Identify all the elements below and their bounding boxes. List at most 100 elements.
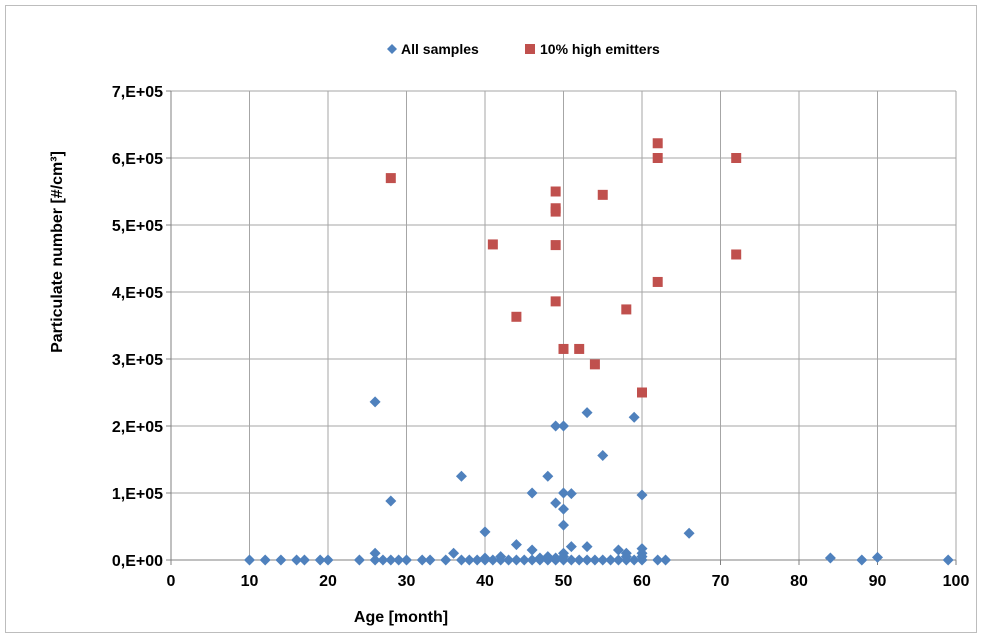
x-tick-label: 60 <box>633 573 651 590</box>
sample-point <box>558 519 569 531</box>
high-emitter-point <box>621 304 632 315</box>
sample-point <box>510 554 522 566</box>
sample-point <box>322 554 334 566</box>
high-emitter-point <box>652 138 663 149</box>
sample-point <box>542 551 554 563</box>
high-emitter-point <box>550 186 561 197</box>
sample-point <box>416 554 428 566</box>
sample-point <box>558 420 569 432</box>
x-tick-label: 100 <box>943 573 970 590</box>
sample-point <box>683 527 695 539</box>
sample-point <box>479 526 491 538</box>
sample-point <box>385 495 397 507</box>
high-emitter-point <box>487 239 498 250</box>
y-tick-label: 1,E+05 <box>112 486 163 503</box>
sample-point <box>605 554 617 566</box>
sample-point <box>526 544 538 556</box>
y-tick-label: 3,E+05 <box>112 352 163 369</box>
x-tick-label: 50 <box>555 573 573 590</box>
high-emitter-point <box>385 173 396 184</box>
legend-label-high-emitters: 10% high emitters <box>540 41 660 57</box>
sample-point <box>636 543 648 555</box>
high-emitter-point <box>550 206 561 217</box>
sample-point <box>298 554 310 566</box>
sample-point <box>369 554 381 566</box>
sample-point <box>275 554 287 566</box>
high-emitter-point <box>652 153 663 163</box>
sample-point <box>455 470 467 482</box>
high-emitter-point <box>558 343 569 354</box>
sample-point <box>385 554 397 566</box>
high-emitter-point <box>652 276 663 287</box>
sample-point <box>558 547 569 559</box>
sample-point <box>424 554 436 566</box>
sample-point <box>558 503 569 515</box>
sample-point <box>479 552 491 564</box>
sample-point <box>872 551 883 563</box>
sample-point <box>393 554 405 566</box>
legend-marker-all-samples <box>387 44 397 54</box>
sample-point <box>369 396 381 408</box>
sample-point <box>550 420 562 432</box>
scatter-chart: 0 10 20 30 40 50 60 70 80 90 100 0,E+00 1,E+05 2,E+0… <box>49 41 970 626</box>
chart-frame: 0 10 20 30 40 50 60 70 80 90 100 0,E+00 1,E+05 2,E+0… <box>5 5 977 633</box>
sample-point <box>510 539 522 551</box>
sample-point <box>612 544 624 556</box>
sample-point <box>652 554 664 566</box>
sample-point <box>856 554 868 566</box>
sample-point <box>628 411 640 423</box>
sample-point <box>581 541 593 553</box>
sample-point <box>534 552 546 564</box>
sample-point <box>565 554 577 566</box>
sample-point <box>628 554 640 566</box>
sample-point <box>612 554 624 566</box>
sample-point <box>589 554 601 566</box>
sample-point <box>581 554 593 566</box>
sample-point <box>291 554 303 566</box>
y-tick-label: 7,E+05 <box>112 84 163 101</box>
sample-point <box>471 554 483 566</box>
y-tick-label: 4,E+05 <box>112 285 163 302</box>
x-tick-labels: 0 10 20 30 40 50 60 70 80 90 100 <box>167 573 970 590</box>
sample-point <box>824 552 836 564</box>
high-emitter-point <box>731 249 742 260</box>
sample-point <box>495 551 507 563</box>
sample-point <box>542 470 554 482</box>
sample-point <box>377 554 389 566</box>
x-axis-title: Age [month] <box>354 609 448 626</box>
high-emitter-point <box>589 359 600 370</box>
high-emitter-point <box>550 240 561 251</box>
legend: All samples 10% high emitters <box>387 41 660 57</box>
sample-point <box>448 547 460 559</box>
y-axis-title: Particulate number [#/cm³] <box>49 151 66 353</box>
x-tick-label: 10 <box>241 573 259 590</box>
gridlines <box>171 90 957 560</box>
sample-point <box>636 489 648 501</box>
sample-point <box>455 554 467 566</box>
x-tick-label: 70 <box>712 573 730 590</box>
x-tick-label: 40 <box>476 573 494 590</box>
sample-point <box>526 487 538 499</box>
sample-point <box>259 554 271 566</box>
x-tick-label: 30 <box>398 573 416 590</box>
x-tick-label: 80 <box>790 573 808 590</box>
sample-point <box>597 554 609 566</box>
y-tick-label: 5,E+05 <box>112 218 163 235</box>
high-emitter-point <box>597 189 608 200</box>
x-tick-label: 90 <box>869 573 887 590</box>
sample-point <box>487 554 499 566</box>
sample-point <box>565 541 577 553</box>
sample-point <box>440 554 452 566</box>
sample-point <box>401 554 412 566</box>
x-tick-label: 20 <box>319 573 337 590</box>
sample-point <box>660 554 672 566</box>
sample-point <box>244 554 255 566</box>
sample-point <box>558 487 569 499</box>
sample-point <box>503 554 515 566</box>
y-tick-label: 2,E+05 <box>112 419 163 436</box>
x-tick-label: 0 <box>167 573 176 590</box>
sample-point <box>518 554 530 566</box>
sample-point <box>314 554 326 566</box>
sample-point <box>565 488 577 500</box>
sample-point <box>597 449 609 461</box>
